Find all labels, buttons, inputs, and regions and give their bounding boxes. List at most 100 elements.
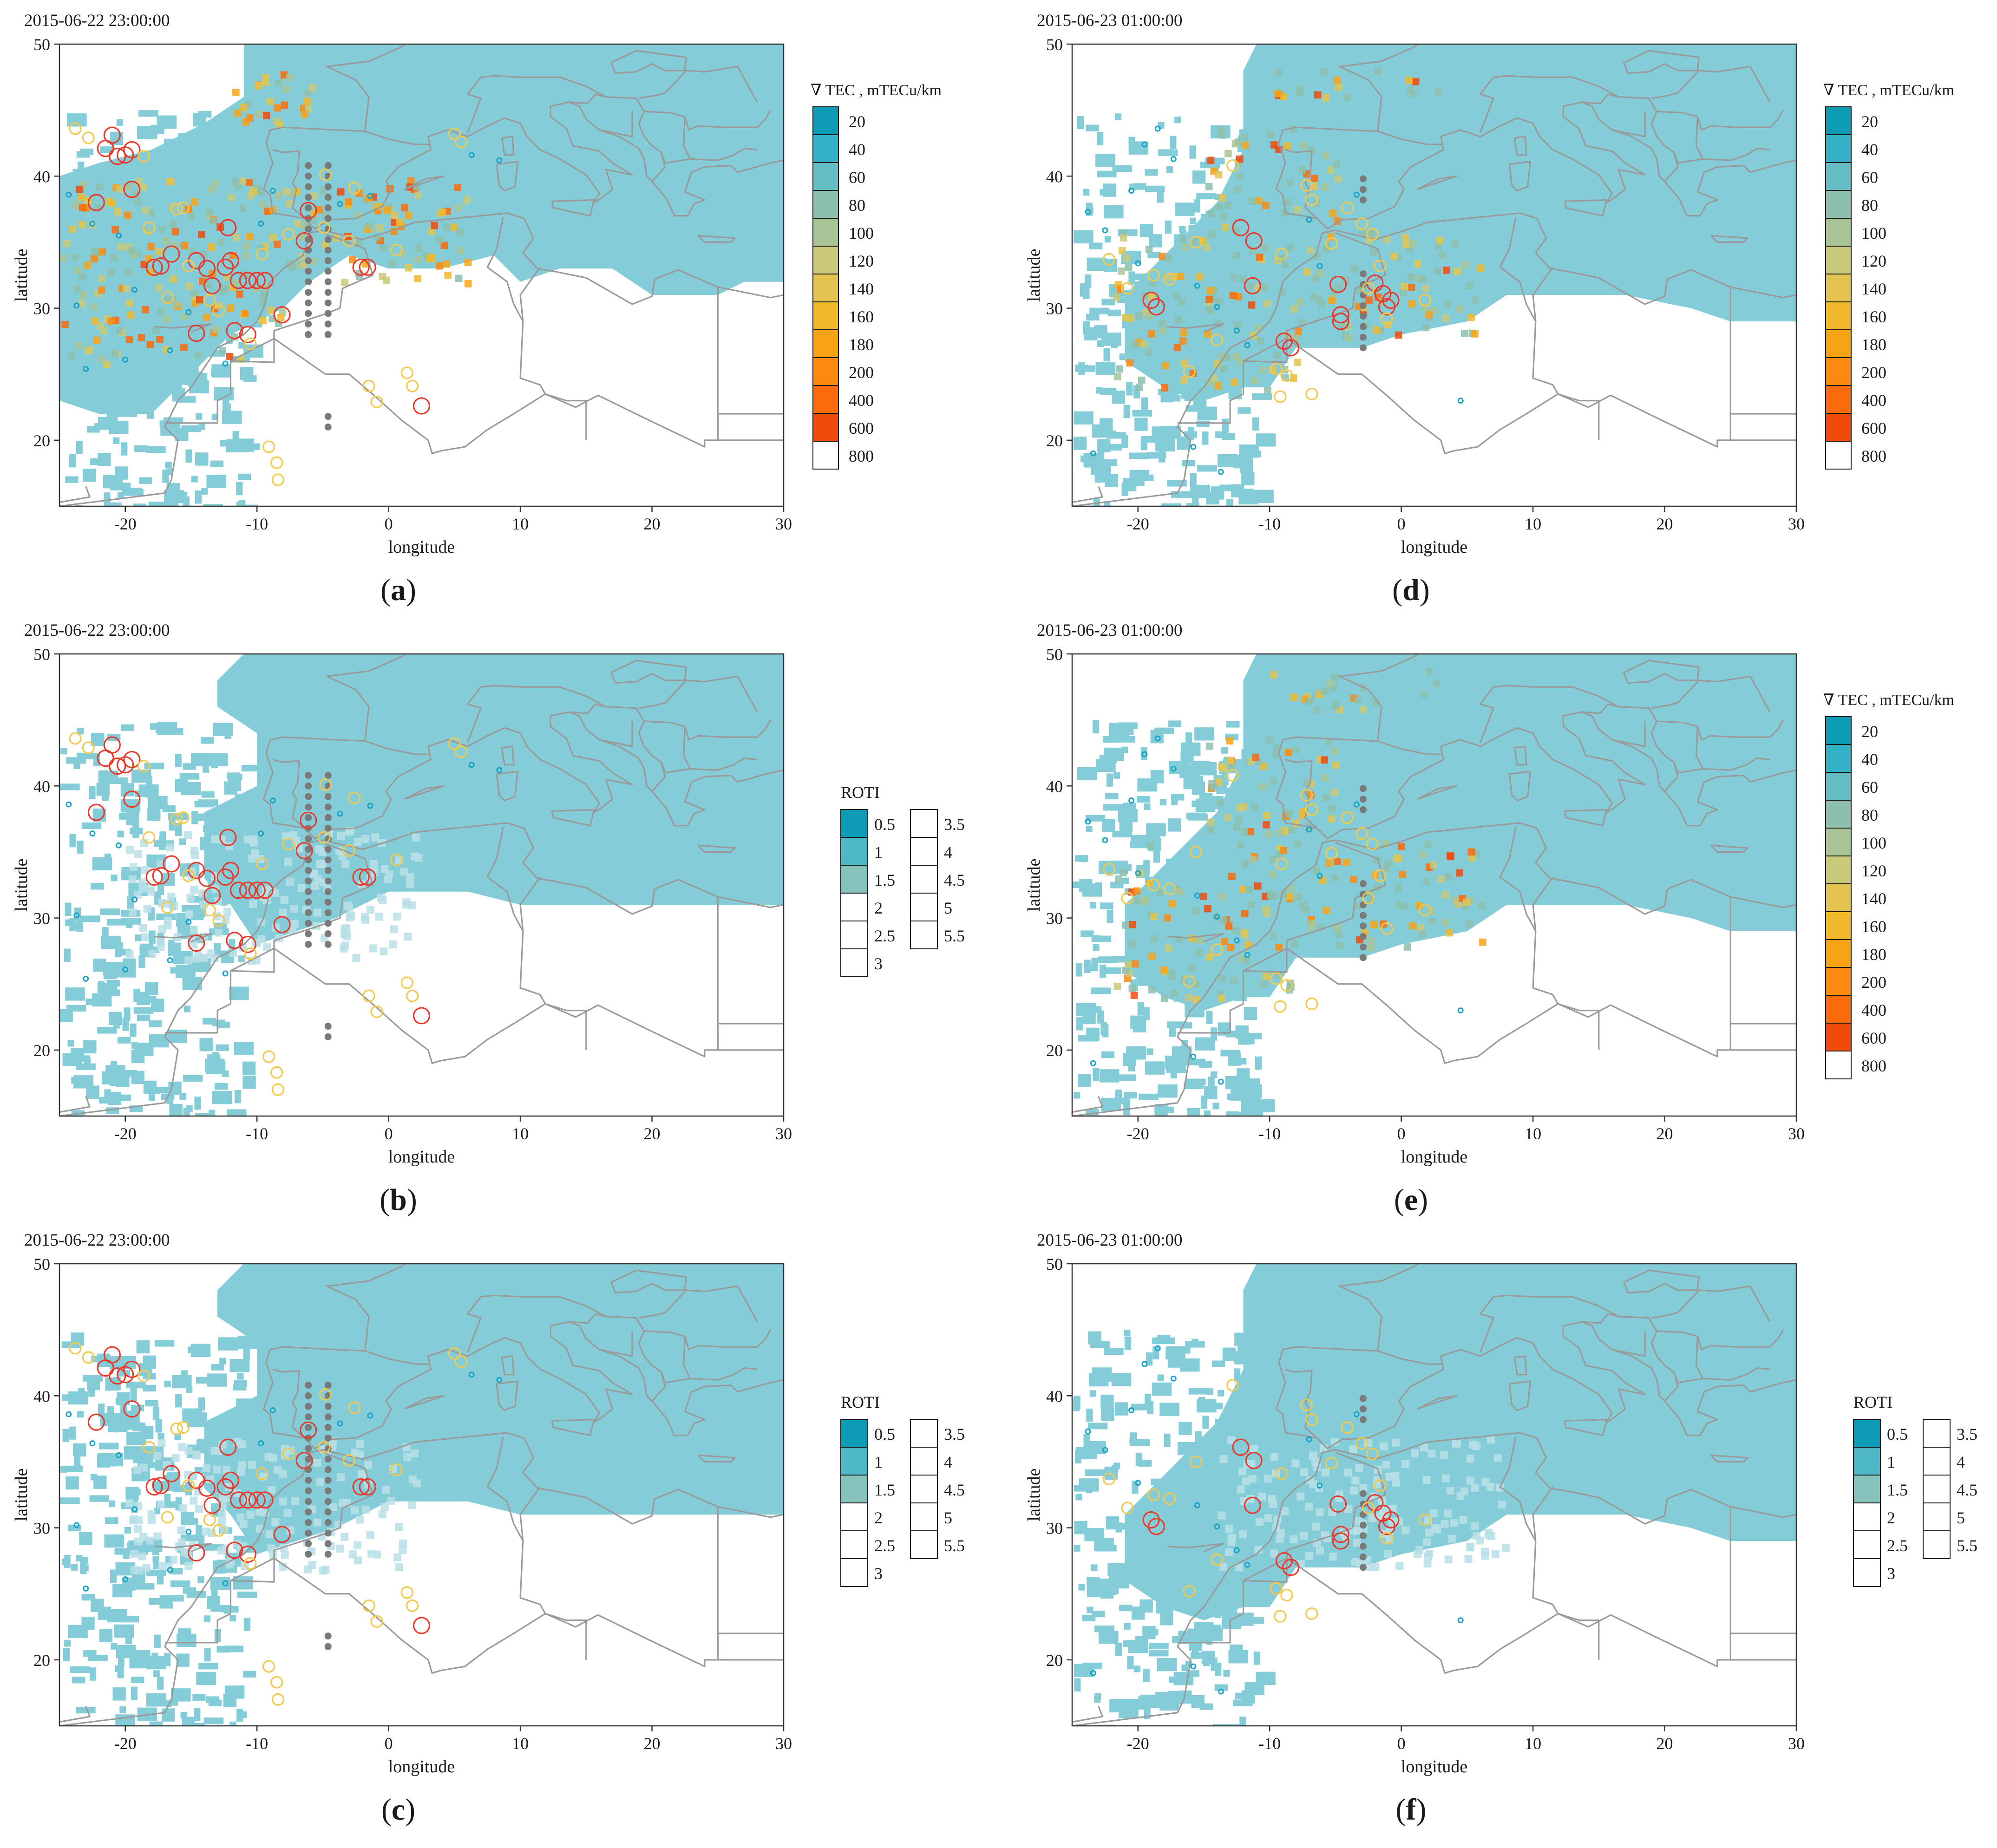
- panel-a-tec-cell: [451, 223, 458, 231]
- panel-c-coverage-cell: [146, 1693, 166, 1707]
- panel-b-roti-cell: [140, 839, 149, 848]
- panel-c-coverage-cell: [164, 1380, 171, 1388]
- panel-e-legend-swatch: [1825, 855, 1852, 884]
- panel-d-coverage-cell: [1155, 438, 1175, 452]
- panel-d-large-marker: [1147, 298, 1165, 316]
- panel-a-tec-cell: [464, 280, 472, 287]
- panel-a-tec-cell: [275, 79, 282, 87]
- panel-f-coverage-cell: [1074, 1678, 1081, 1691]
- panel-d-coverage-cell: [1121, 483, 1128, 496]
- panel-a-legend-swatch: [812, 218, 839, 247]
- panel-d-tec-cell: [1215, 298, 1223, 306]
- panel-c-roti-cell: [395, 1563, 403, 1572]
- panel-c-medium-marker: [170, 1422, 183, 1435]
- panel-e-tec-cell: [1287, 885, 1295, 892]
- panel-d-tec-cell: [1120, 234, 1127, 242]
- panel-a-tec-cell: [239, 204, 247, 212]
- panel-d-coverage-cell: [1128, 141, 1149, 155]
- panel-a-large-marker: [198, 260, 216, 277]
- panel-c-large-marker: [359, 1478, 376, 1496]
- panel-c-roti-cell: [283, 1509, 292, 1517]
- panel-f-small-marker: [1353, 1411, 1360, 1417]
- panel-e-tec-cell: [1189, 934, 1197, 942]
- panel-c-coverage-cell: [116, 1645, 136, 1659]
- panel-c-coverage-cell: [216, 1646, 230, 1653]
- panel-a-station-dot: [305, 288, 312, 296]
- panel-e-tec-cell: [1441, 919, 1449, 926]
- panel-e-border-line: [1243, 947, 1287, 972]
- panel-a-tec-cell: [111, 350, 119, 358]
- panel-c-roti-cell: [125, 1499, 134, 1508]
- panel-b-roti-cell: [291, 920, 299, 928]
- panel-d-tec-cell: [1365, 296, 1373, 304]
- panel-f-medium-marker: [1305, 1607, 1318, 1620]
- panel-b-border-line: [569, 703, 606, 714]
- panel-f-roti-cell: [1464, 1554, 1473, 1563]
- panel-a-coverage-cell: [144, 347, 157, 361]
- panel-c-small-marker: [185, 1528, 192, 1535]
- panel-f-small-marker: [1154, 1345, 1161, 1352]
- panel-c-roti-cell: [178, 1504, 187, 1512]
- panel-f-coverage-cell: [1148, 1650, 1169, 1657]
- panel-f-coverage-cell: [1178, 1446, 1191, 1453]
- panel-d-coverage-cell: [1132, 410, 1152, 417]
- panel-e-tec-cell: [1262, 906, 1270, 914]
- panel-e-tec-cell: [1241, 929, 1248, 937]
- panel-c-roti-cell: [139, 1533, 148, 1541]
- panel-c-large-marker: [352, 1478, 370, 1496]
- panel-b-roti-cell: [361, 835, 370, 843]
- panel-f-roti-cell: [1219, 1563, 1228, 1571]
- panel-e-border-line: [1564, 809, 1608, 827]
- panel-c-coverage-cell: [198, 1663, 218, 1670]
- panel-a-coverage-cell: [157, 150, 170, 163]
- panel-a-x-tick-label: 10: [512, 515, 529, 533]
- panel-d-coverage-cell: [1112, 165, 1133, 172]
- panel-e-tec-cell: [1235, 816, 1243, 823]
- panel-e-medium-marker: [1163, 882, 1176, 895]
- panel-f-legend-swatch: [1923, 1502, 1951, 1531]
- panel-c-coverage-cell: [105, 1517, 118, 1524]
- panel-f-medium-marker: [1305, 1413, 1318, 1426]
- panel-c-station-dot: [324, 1382, 332, 1389]
- panel-e-small-marker: [1190, 1053, 1197, 1060]
- panel-a-tec-cell: [124, 211, 131, 219]
- panel-b-roti-cell: [411, 852, 419, 861]
- panel-e-coverage-cell: [1107, 862, 1113, 876]
- panel-f-medium-marker: [1147, 1488, 1160, 1502]
- panel-e-coverage-cell: [1091, 987, 1111, 994]
- panel-c-coverage-cell: [153, 1670, 160, 1677]
- panel-c-station-dot: [324, 1643, 332, 1650]
- panel-b-roti-cell: [129, 863, 137, 871]
- panel-b-station-dot: [305, 846, 312, 853]
- panel-c-roti-cell: [378, 1510, 386, 1519]
- panel-a-tec-cell: [196, 296, 203, 304]
- panel-b-coverage-cell: [77, 728, 84, 735]
- panel-b-coverage-cell: [102, 1071, 115, 1085]
- panel-a-tec-cell: [299, 233, 306, 241]
- panel-f-roti-cell: [1254, 1546, 1263, 1554]
- panel-c-medium-marker: [255, 1467, 269, 1480]
- panel-f-legend-swatch: [1923, 1475, 1951, 1503]
- panel-e-small-marker: [1214, 914, 1220, 920]
- panel-b-coverage-cell: [108, 777, 128, 784]
- panel-d-tec-cell: [1294, 206, 1302, 213]
- panel-d-tec-cell: [1222, 223, 1230, 231]
- panel-f-large-marker: [1142, 1511, 1160, 1529]
- panel-c-roti-cell: [218, 1510, 226, 1519]
- panel-d-small-marker: [1233, 327, 1240, 334]
- panel-a-coverage-cell: [238, 473, 251, 480]
- panel-e-tec-cell: [1360, 705, 1367, 713]
- panel-e-coverage-cell: [1185, 1058, 1205, 1065]
- panel-d-tec-cell: [1179, 299, 1186, 306]
- panel-b-coverage-cell: [100, 908, 120, 915]
- panel-b-y-tick-label: 50: [33, 645, 50, 664]
- panel-a-tec-cell: [213, 326, 220, 333]
- panel-d-border-line: [1564, 199, 1608, 217]
- panel-c-medium-marker: [271, 1693, 285, 1706]
- panel-b-legend-swatch: [910, 865, 938, 894]
- panel-f-roti-cell: [1486, 1482, 1494, 1491]
- panel-b-legend-label: 5: [944, 899, 952, 917]
- panel-e-border-line: [1664, 762, 1679, 792]
- panel-b-border-line: [273, 842, 374, 948]
- panel-c-coverage-cell: [177, 1633, 196, 1647]
